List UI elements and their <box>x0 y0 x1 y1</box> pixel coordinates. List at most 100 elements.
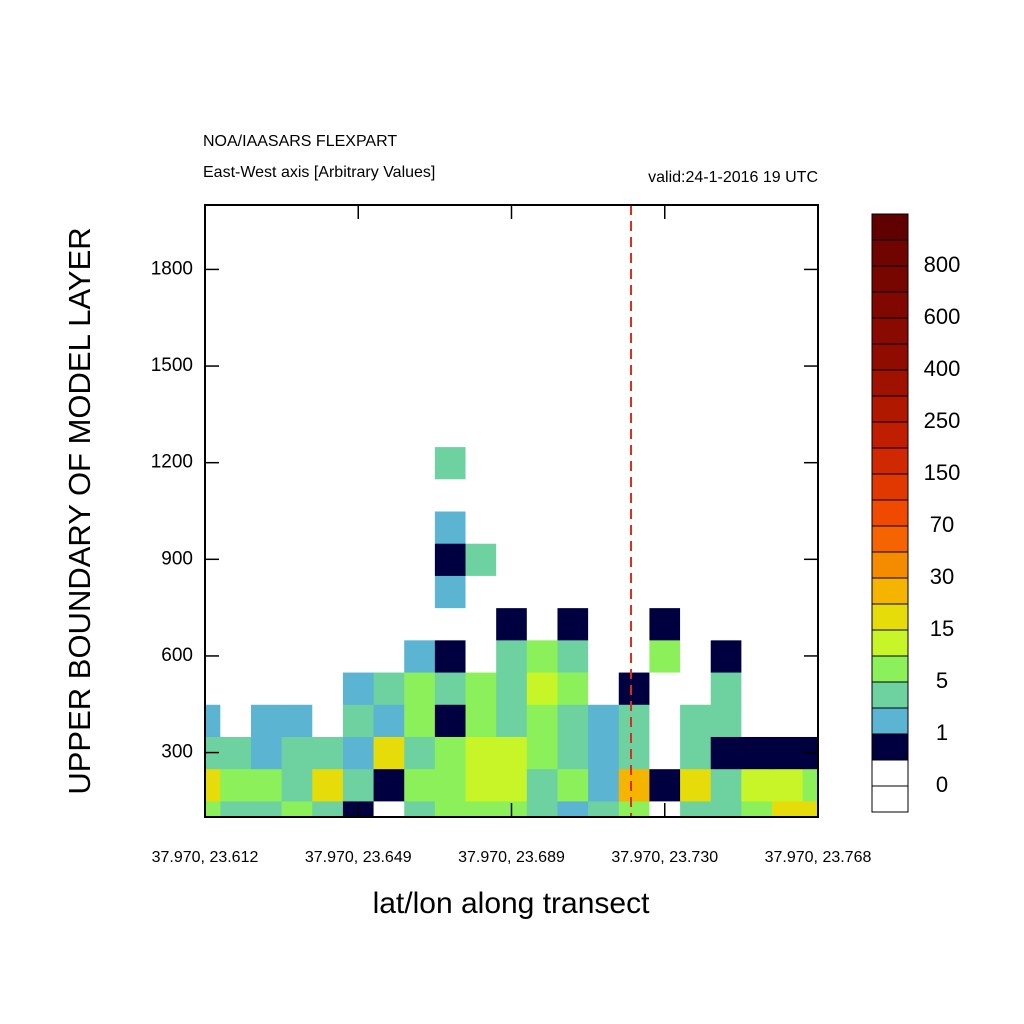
contour-cell <box>220 478 252 512</box>
contour-cell <box>588 478 620 512</box>
chart-title: NOA/IAASARS FLEXPART <box>203 133 397 150</box>
contour-cell <box>649 639 681 673</box>
contour-cell <box>680 736 712 770</box>
contour-cell <box>526 478 558 512</box>
contour-cell <box>649 768 681 802</box>
contour-cell <box>404 414 436 448</box>
contour-cell <box>526 768 558 802</box>
contour-cell <box>618 511 650 544</box>
colorbar-box <box>871 395 909 423</box>
contour-cell <box>680 607 712 641</box>
contour-cell <box>220 446 252 480</box>
contour-cell <box>373 768 405 802</box>
colorbar-label: 400 <box>924 356 961 381</box>
colorbar-box <box>871 681 909 709</box>
contour-cell <box>496 704 528 737</box>
x-axis-label: lat/lon along transect <box>373 887 651 920</box>
colorbar-label: 30 <box>930 564 954 589</box>
contour-cell <box>680 639 712 673</box>
contour-cell <box>205 800 221 818</box>
colorbar-box <box>871 733 909 761</box>
x-tick-label: 37.970, 23.649 <box>305 849 412 866</box>
contour-cell <box>373 704 405 737</box>
contour-cell <box>588 543 620 576</box>
contour-cell <box>680 704 712 737</box>
contour-cell <box>772 704 804 737</box>
contour-cell <box>465 414 497 448</box>
contour-cell <box>741 607 773 641</box>
colorbar-box <box>871 421 909 449</box>
contour-cell <box>434 446 467 480</box>
x-tick-label: 37.970, 23.612 <box>152 849 259 866</box>
x-tick-label: 37.970, 23.768 <box>765 849 872 866</box>
contour-cell <box>557 446 589 480</box>
contour-cell <box>710 768 742 802</box>
colorbar-box <box>871 785 909 813</box>
contour-cell <box>526 511 558 544</box>
contour-cell <box>496 607 528 641</box>
contour-cell <box>205 768 221 802</box>
contour-cell <box>618 543 650 576</box>
contour-cell <box>434 543 467 576</box>
contour-cell <box>342 478 375 512</box>
contour-cell <box>281 800 313 818</box>
contour-cell <box>404 800 436 818</box>
contour-cell <box>710 639 742 673</box>
contour-cell <box>588 639 620 673</box>
contour-cell <box>526 639 558 673</box>
contour-cell <box>588 414 620 448</box>
contour-cell <box>312 736 344 770</box>
contour-cell <box>772 575 804 609</box>
contour-cell <box>741 736 773 770</box>
contour-cell <box>220 575 252 609</box>
contour-cell <box>205 607 221 641</box>
contour-cell <box>649 543 681 576</box>
contour-cell <box>281 478 313 512</box>
contour-cell <box>404 446 436 480</box>
colorbar-label: 15 <box>930 616 954 641</box>
contour-cell <box>618 639 650 673</box>
contour-cell <box>526 543 558 576</box>
contour-cell <box>802 478 819 512</box>
contour-cell <box>526 607 558 641</box>
contour-cell <box>649 446 681 480</box>
contour-cell <box>281 543 313 576</box>
colorbar-box <box>871 525 909 553</box>
contour-cell <box>281 575 313 609</box>
contour-cell <box>649 414 681 448</box>
colorbar-label: 600 <box>924 304 961 329</box>
contour-cell <box>205 575 221 609</box>
contour-cell <box>588 800 620 818</box>
contour-cell <box>373 639 405 673</box>
contour-cell <box>312 672 344 705</box>
contour-cell <box>496 543 528 576</box>
colorbar-label: 70 <box>930 512 954 537</box>
contour-cell <box>680 800 712 818</box>
contour-cell <box>557 704 589 737</box>
contour-cell <box>588 672 620 705</box>
colorbar-box <box>871 317 909 345</box>
contour-cell <box>220 639 252 673</box>
contour-cell <box>557 575 589 609</box>
contour-cell <box>220 704 252 737</box>
colorbar-box <box>871 265 909 293</box>
contour-cell <box>772 736 804 770</box>
contour-cell <box>526 575 558 609</box>
contour-cell <box>772 511 804 544</box>
contour-cell <box>342 704 375 737</box>
colorbar-label: 0 <box>936 772 948 797</box>
contour-cell <box>434 639 467 673</box>
contour-cell <box>312 478 344 512</box>
contour-cell <box>250 800 283 818</box>
contour-cell <box>649 672 681 705</box>
contour-cell <box>312 704 344 737</box>
contour-cell <box>802 575 819 609</box>
contour-cell <box>802 511 819 544</box>
contour-cell <box>342 446 375 480</box>
contour-cell <box>465 511 497 544</box>
contour-cell <box>772 478 804 512</box>
contour-cell <box>772 446 804 480</box>
contour-cell <box>281 446 313 480</box>
contour-cell <box>220 800 252 818</box>
contour-cell <box>680 511 712 544</box>
